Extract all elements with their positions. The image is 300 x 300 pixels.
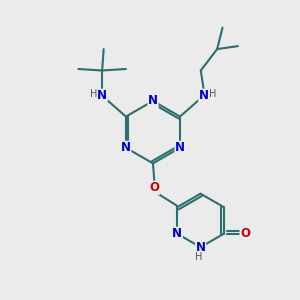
Text: N: N — [175, 141, 185, 154]
Text: N: N — [172, 227, 182, 240]
Text: N: N — [199, 89, 209, 102]
Text: H: H — [90, 89, 97, 99]
Text: O: O — [149, 181, 160, 194]
Text: N: N — [196, 241, 206, 254]
Text: N: N — [148, 94, 158, 107]
Text: N: N — [121, 141, 131, 154]
Text: N: N — [97, 89, 107, 102]
Text: H: H — [209, 89, 216, 99]
Text: H: H — [195, 252, 203, 262]
Text: O: O — [240, 227, 250, 240]
